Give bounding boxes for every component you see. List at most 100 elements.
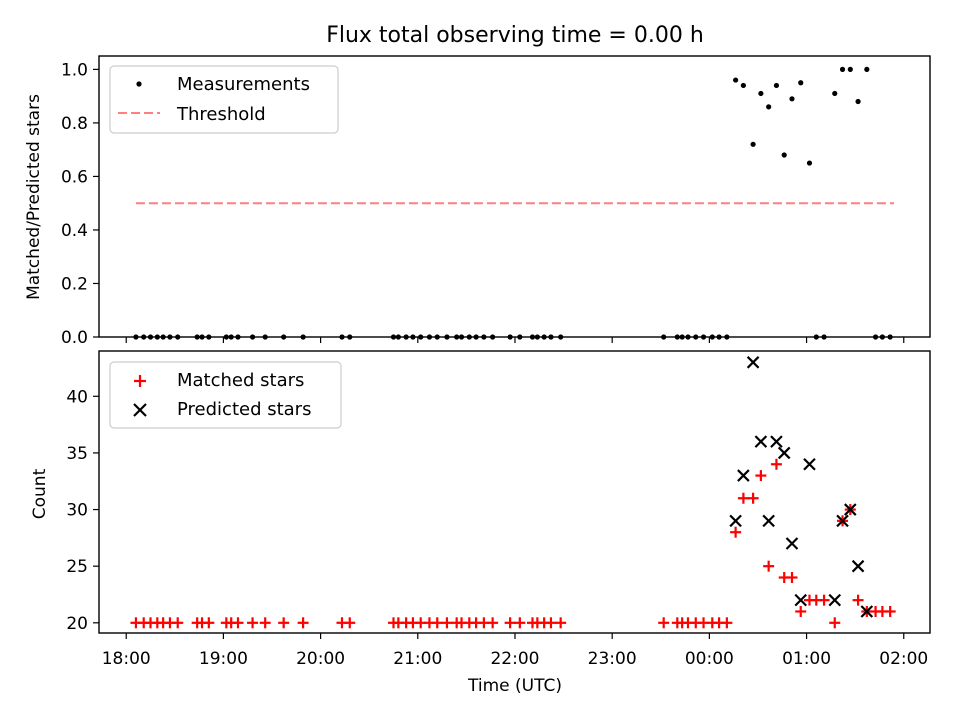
predicted-star-point — [754, 435, 768, 448]
top-panel: 0.0 0.2 0.4 0.6 0.8 1.0 Matched/Predicted sta… — [24, 55, 931, 348]
matched-star-point — [721, 617, 733, 629]
matched-star-point — [852, 594, 864, 606]
top-legend-box — [109, 65, 339, 134]
measurement-point — [781, 152, 787, 158]
predicted-star-stroke — [746, 356, 760, 369]
bottom-y-tick-label: 40 — [66, 387, 88, 407]
legend-predicted-marker — [133, 403, 147, 417]
x-axis-label: Time (UTC) — [467, 676, 562, 696]
predicted-star-point — [828, 593, 842, 607]
matched-star-point — [232, 617, 244, 629]
matched-star-point — [504, 617, 516, 629]
predicted-star-point — [851, 559, 865, 573]
bottom-legend-box — [109, 361, 342, 429]
matched-star-point — [344, 617, 356, 629]
legend-predicted-label: Predicted stars — [177, 399, 311, 420]
top-y-tick-label: 0.0 — [61, 328, 88, 348]
x-tick-label: 02:00 — [879, 649, 928, 669]
bottom-plot-area — [130, 356, 896, 629]
predicted-star-stroke — [851, 559, 865, 573]
legend-threshold-label: Threshold — [176, 104, 266, 125]
x-tick-label: 20:00 — [296, 649, 345, 669]
x-tick-label: 21:00 — [393, 649, 442, 669]
top-y-tick-label: 0.6 — [61, 167, 88, 187]
bottom-y-tick-label: 25 — [66, 557, 88, 577]
predicted-star-stroke — [737, 469, 750, 482]
measurement-point — [855, 98, 861, 105]
predicted-star-stroke — [794, 593, 808, 607]
measurement-point — [839, 66, 846, 72]
legend-measurements-label: Measurements — [177, 74, 310, 95]
top-y-tick-label: 0.4 — [61, 221, 88, 241]
matched-star-point — [737, 492, 749, 504]
predicted-star-point — [729, 514, 742, 528]
predicted-star-point — [836, 514, 849, 528]
bottom-legend: Matched stars Predicted stars — [109, 361, 342, 429]
matched-star-point — [795, 605, 807, 617]
predicted-star-point — [860, 605, 874, 618]
bottom-y-tick-label: 30 — [66, 501, 88, 521]
predicted-star-point — [770, 435, 783, 448]
bottom-panel: 20 25 30 35 40 18:00 19:00 20:00 21:00 22:00 23:0… — [30, 350, 931, 696]
matched-star-point — [658, 617, 670, 629]
predicted-star-point — [785, 537, 799, 550]
x-tick-label: 23:00 — [588, 649, 637, 669]
measurement-point — [740, 82, 746, 89]
measurement-point — [806, 160, 813, 166]
matched-star-point — [747, 492, 759, 504]
predicted-star-point — [794, 593, 808, 607]
matched-star-point — [755, 470, 767, 482]
top-y-tick-label: 0.2 — [61, 274, 88, 294]
predicted-star-stroke — [754, 435, 768, 448]
legend-matched-label: Matched stars — [177, 370, 304, 391]
matched-star-point — [555, 617, 567, 629]
predicted-star-stroke — [770, 435, 783, 448]
matched-star-point — [203, 617, 215, 629]
predicted-star-stroke — [729, 514, 742, 528]
top-y-axis-label: Matched/Predicted stars — [24, 94, 44, 300]
matched-star-point — [247, 617, 259, 629]
matched-star-point — [730, 526, 742, 538]
matched-star-point — [786, 572, 798, 584]
predicted-star-point — [737, 469, 750, 482]
matched-star-point — [829, 617, 841, 629]
matched-star-point — [278, 617, 290, 629]
matched-star-point — [770, 458, 782, 470]
predicted-star-point — [762, 514, 775, 528]
matched-star-point — [172, 617, 184, 629]
top-y-tick-label: 0.8 — [61, 114, 88, 134]
top-y-axis: 0.0 0.2 0.4 0.6 0.8 1.0 — [61, 60, 99, 348]
matched-star-point — [818, 594, 830, 606]
top-y-tick-label: 1.0 — [61, 60, 88, 80]
measurement-point — [847, 66, 853, 72]
predicted-star-stroke — [828, 593, 842, 607]
predicted-star-stroke — [785, 537, 799, 550]
matched-star-point — [514, 617, 526, 629]
matched-star-point — [763, 560, 775, 572]
legend-measurements-marker — [136, 81, 142, 87]
bottom-y-tick-label: 35 — [66, 444, 88, 464]
predicted-star-stroke — [762, 514, 775, 528]
bottom-y-axis-label: Count — [30, 468, 50, 519]
predicted-star-stroke — [777, 446, 791, 460]
measurement-point — [773, 82, 780, 89]
predicted-star-point — [844, 503, 857, 516]
matched-star-point — [431, 617, 443, 629]
top-x-ticks — [125, 337, 905, 343]
predicted-star-point — [803, 457, 816, 471]
matched-star-point — [545, 617, 557, 629]
predicted-star-stroke — [860, 605, 874, 618]
predicted-star-stroke — [836, 514, 849, 528]
predicted-star-point — [746, 356, 760, 369]
measurement-point — [864, 66, 870, 72]
measurement-point — [750, 141, 756, 147]
predicted-star-point — [777, 446, 791, 460]
matched-star-point — [487, 617, 499, 629]
x-tick-label: 18:00 — [102, 649, 151, 669]
top-legend: Measurements Threshold — [109, 65, 339, 134]
predicted-star-stroke — [844, 503, 857, 516]
x-tick-label: 19:00 — [199, 649, 248, 669]
measurement-point — [789, 96, 795, 102]
x-tick-label: 00:00 — [685, 649, 734, 669]
